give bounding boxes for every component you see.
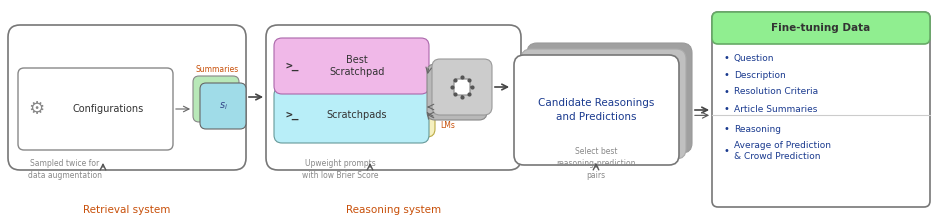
- Text: •: •: [723, 53, 729, 63]
- Text: •: •: [723, 70, 729, 80]
- Text: Article Summaries: Article Summaries: [734, 105, 817, 113]
- Text: Sampled twice for
data augmentation: Sampled twice for data augmentation: [28, 159, 102, 180]
- Text: Summaries: Summaries: [195, 65, 238, 75]
- Text: Reasoning system: Reasoning system: [346, 205, 441, 215]
- FancyBboxPatch shape: [712, 12, 930, 207]
- FancyBboxPatch shape: [8, 25, 246, 170]
- Text: Reasoning: Reasoning: [734, 125, 781, 134]
- FancyBboxPatch shape: [274, 38, 429, 94]
- FancyBboxPatch shape: [193, 76, 239, 122]
- FancyBboxPatch shape: [200, 83, 246, 129]
- Text: Retrieval system: Retrieval system: [83, 205, 171, 215]
- Text: Candidate Reasonings
and Predictions: Candidate Reasonings and Predictions: [539, 98, 654, 122]
- FancyBboxPatch shape: [18, 68, 173, 150]
- Text: •: •: [723, 124, 729, 134]
- FancyBboxPatch shape: [712, 12, 930, 44]
- Text: Select best
reasoning-prediction
pairs: Select best reasoning-prediction pairs: [556, 147, 636, 180]
- Text: ⚙: ⚙: [28, 100, 44, 118]
- Text: Configurations: Configurations: [72, 104, 144, 114]
- FancyBboxPatch shape: [266, 25, 521, 170]
- FancyBboxPatch shape: [432, 59, 492, 115]
- Text: •: •: [723, 104, 729, 114]
- Text: >_: >_: [285, 61, 299, 71]
- Text: LMs: LMs: [440, 121, 455, 129]
- Text: Resolution Criteria: Resolution Criteria: [734, 87, 818, 97]
- FancyBboxPatch shape: [521, 49, 686, 159]
- Text: •: •: [723, 146, 729, 156]
- FancyBboxPatch shape: [527, 43, 692, 153]
- Text: Question: Question: [734, 54, 774, 63]
- FancyBboxPatch shape: [280, 81, 435, 137]
- FancyBboxPatch shape: [454, 79, 470, 95]
- Text: Best
Scratchpad: Best Scratchpad: [329, 55, 384, 77]
- Text: Average of Prediction
& Crowd Prediction: Average of Prediction & Crowd Prediction: [734, 141, 831, 161]
- FancyBboxPatch shape: [427, 64, 487, 120]
- Text: Fine-tuning Data: Fine-tuning Data: [771, 23, 870, 33]
- Text: Upweight prompts
with low Brier Score: Upweight prompts with low Brier Score: [302, 159, 379, 180]
- Text: $s_i$: $s_i$: [219, 100, 227, 112]
- Text: Description: Description: [734, 71, 785, 79]
- Text: Scratchpads: Scratchpads: [326, 110, 387, 120]
- Text: >_: >_: [285, 110, 299, 120]
- FancyBboxPatch shape: [274, 87, 429, 143]
- Text: •: •: [723, 87, 729, 97]
- FancyBboxPatch shape: [514, 55, 679, 165]
